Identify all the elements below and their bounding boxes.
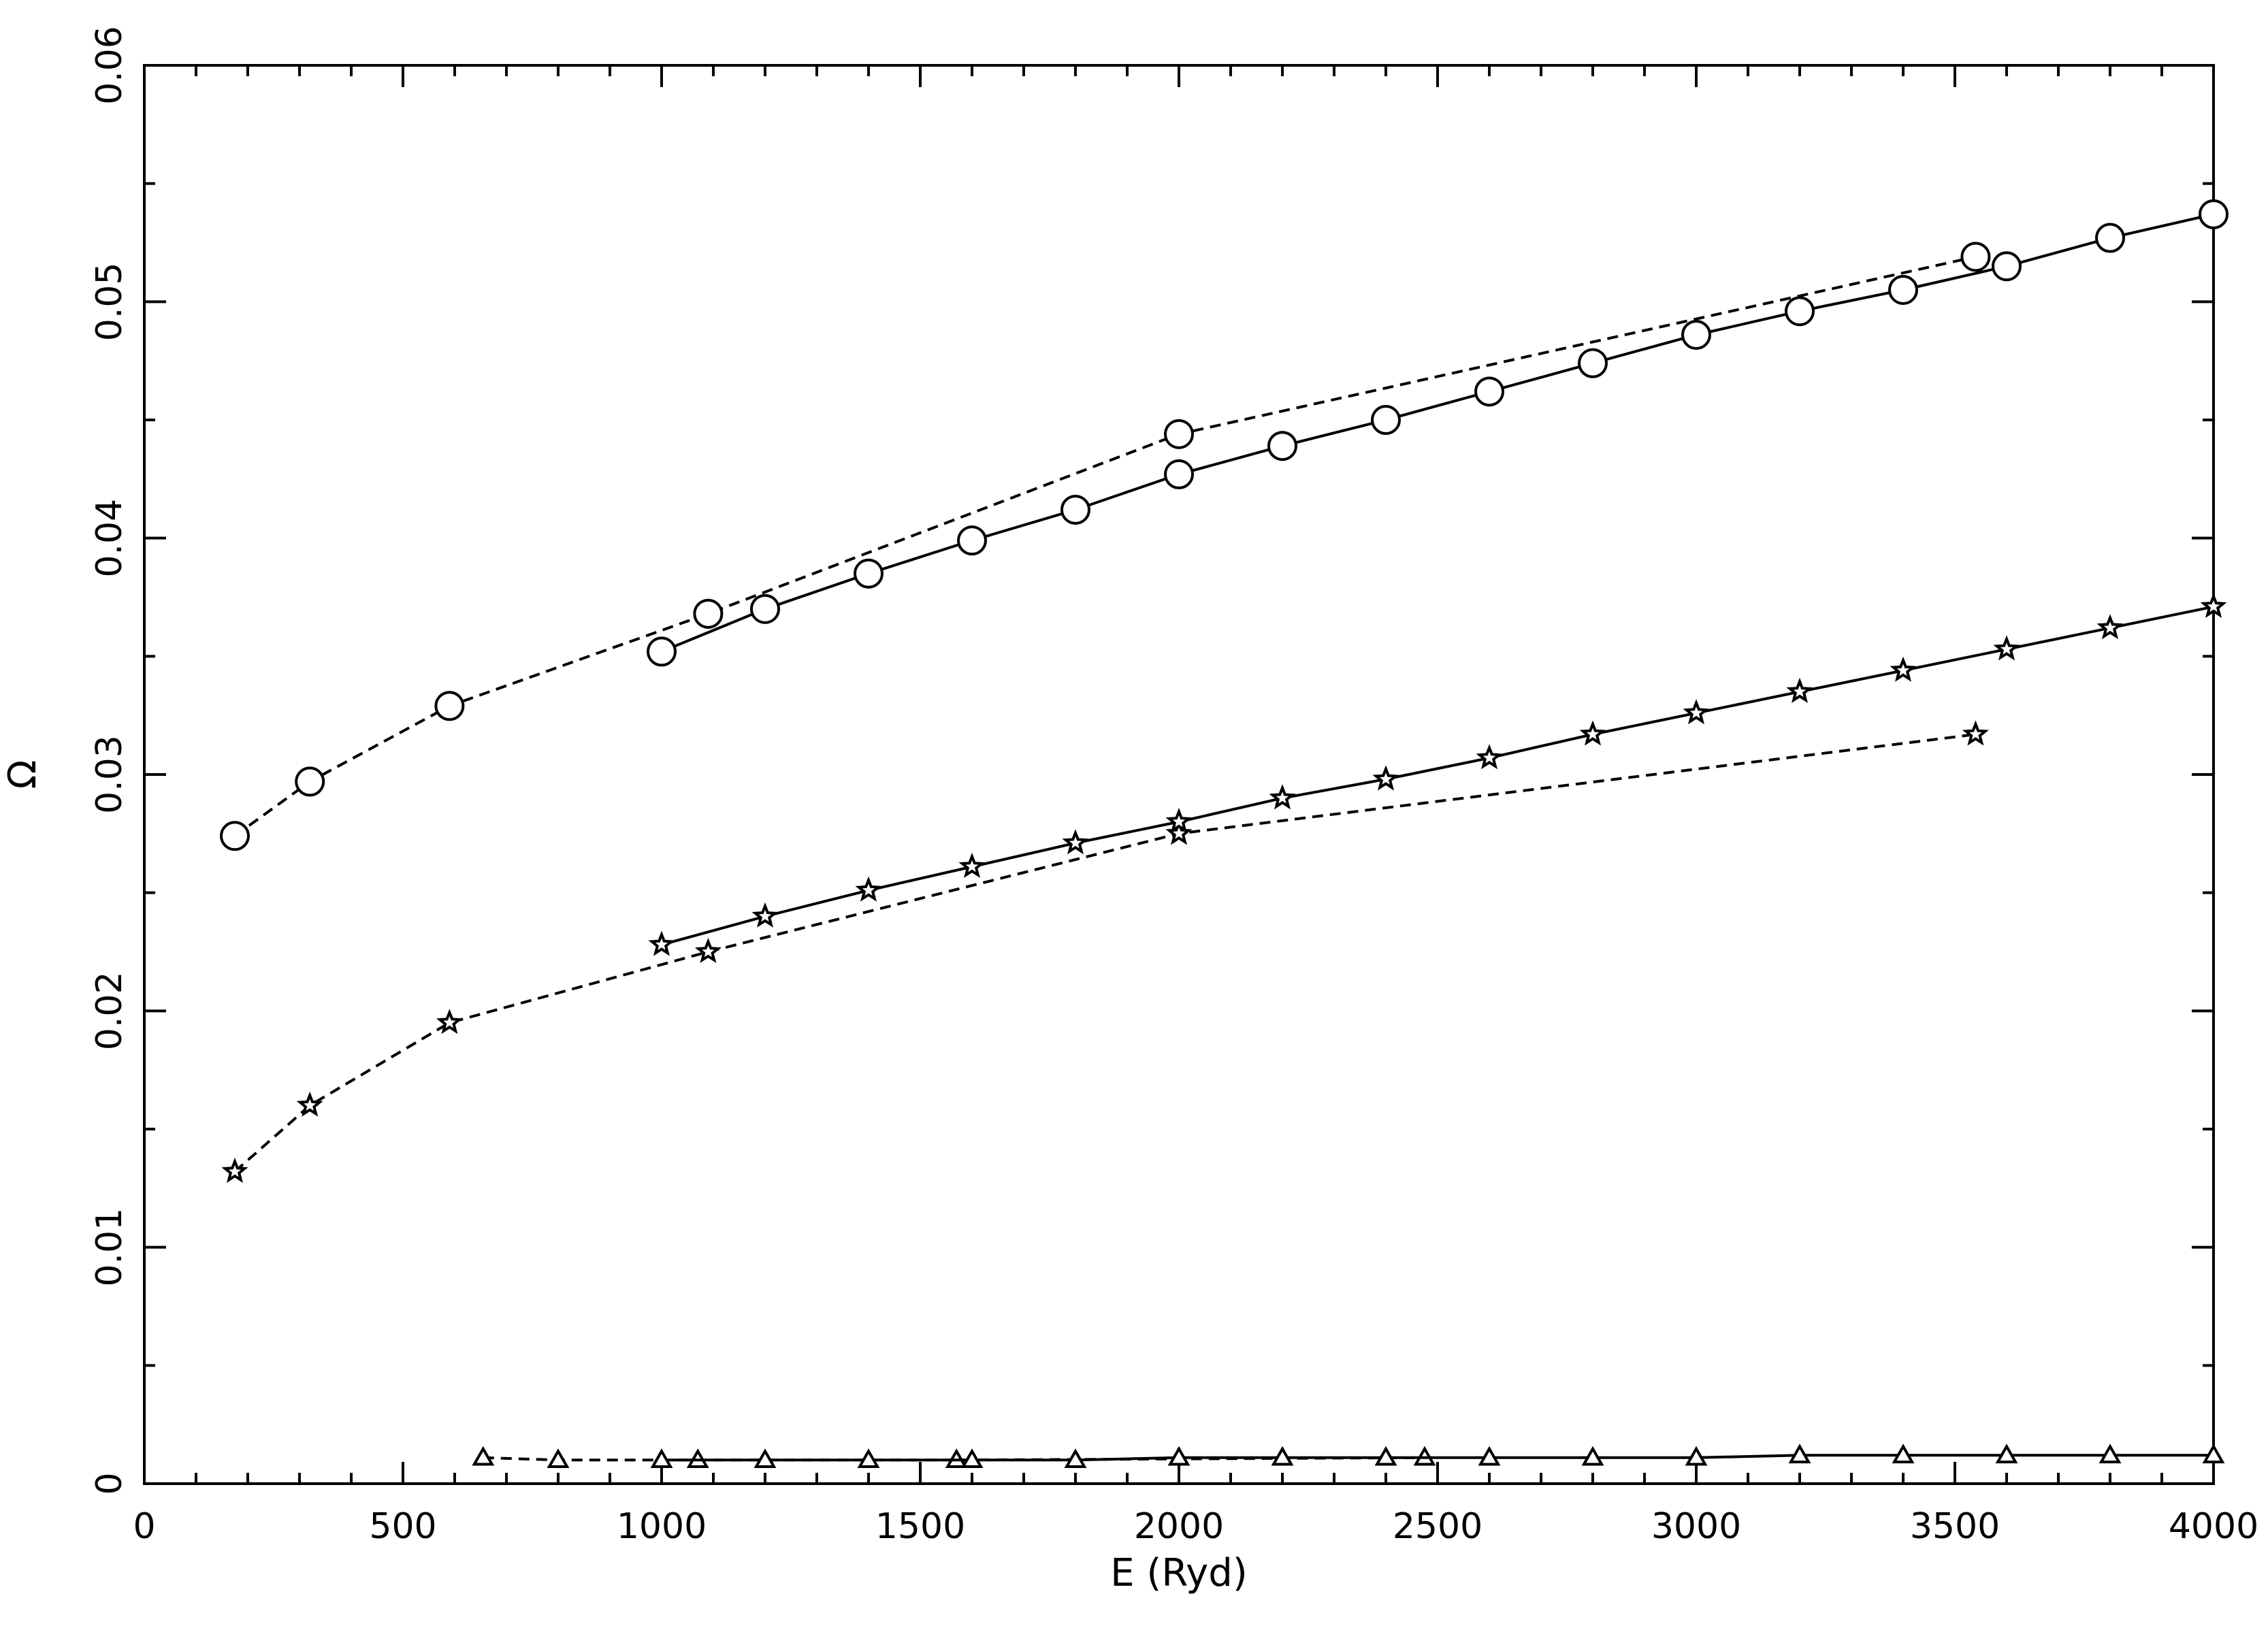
series-layer [220, 199, 2229, 1469]
star-marker [1993, 635, 2020, 661]
circle-marker [1371, 405, 1401, 435]
triangle-marker [2202, 1444, 2225, 1464]
triangle-marker [1167, 1446, 1190, 1466]
star-marker [436, 1009, 463, 1034]
triangle-marker [1788, 1444, 1811, 1464]
series-circle-solid [647, 199, 2229, 667]
triangle-marker [547, 1448, 570, 1469]
circle-marker [693, 598, 724, 629]
series-line [233, 255, 1976, 837]
circle-marker [2095, 223, 2125, 253]
circle-marker [1060, 494, 1090, 525]
x-tick-label: 4000 [2169, 1506, 2258, 1547]
circle-marker [750, 593, 780, 624]
star-marker [751, 902, 779, 928]
star-marker [1372, 765, 1399, 791]
star-marker [1476, 744, 1503, 770]
x-tick-label: 1000 [617, 1506, 707, 1547]
star-marker [1062, 829, 1089, 855]
series-triangle-solid [650, 1444, 2225, 1469]
circle-marker [1474, 376, 1504, 407]
x-tick-label: 3500 [1910, 1506, 2000, 1547]
circle-marker [1992, 251, 2022, 282]
series-line [661, 605, 2214, 947]
star-marker [2200, 592, 2227, 618]
triangle-marker [650, 1448, 673, 1469]
x-tick-label: 0 [133, 1506, 155, 1547]
star-marker [958, 853, 986, 879]
star-marker [1962, 720, 1989, 746]
x-tick-label: 3000 [1651, 1506, 1741, 1547]
circle-marker [1578, 348, 1608, 378]
triangle-marker [960, 1448, 984, 1469]
star-marker [221, 1157, 248, 1184]
star-marker [648, 930, 675, 956]
series-line [233, 733, 1976, 1173]
star-marker [296, 1091, 323, 1117]
x-axis-title: E (Ryd) [1110, 1551, 1247, 1595]
x-tick-label: 1500 [875, 1506, 965, 1547]
circle-marker [434, 691, 465, 721]
x-tick-label: 2000 [1134, 1506, 1224, 1547]
star-marker [1683, 699, 1710, 725]
star-marker [1165, 808, 1193, 834]
x-tick-label: 500 [369, 1506, 436, 1547]
circle-marker [1267, 431, 1297, 461]
y-tick-label: 0.05 [89, 262, 130, 341]
triangle-marker [1581, 1446, 1604, 1466]
star-marker [694, 938, 722, 964]
axis-ticks [143, 64, 2215, 1485]
circle-marker [1164, 419, 1194, 449]
circle-marker [1888, 274, 1918, 305]
triangle-marker [1892, 1444, 1915, 1464]
star-marker [2096, 614, 2124, 640]
triangle-marker [1685, 1446, 1708, 1466]
circle-marker [1785, 296, 1815, 327]
y-axis-title: Ω [1, 760, 45, 789]
triangle-marker [2099, 1444, 2122, 1464]
star-marker [1786, 677, 1813, 704]
y-tick-label: 0 [89, 1472, 130, 1495]
triangle-marker [1478, 1446, 1501, 1466]
star-marker [855, 876, 882, 902]
series-line [662, 1454, 2214, 1462]
x-tick-label: 2500 [1393, 1506, 1483, 1547]
series-star-dashed [221, 720, 1989, 1184]
circle-marker [1960, 242, 1991, 272]
circle-marker [2199, 199, 2229, 229]
triangle-marker [1064, 1448, 1087, 1469]
circle-marker [1681, 319, 1711, 350]
star-marker [1890, 656, 1917, 682]
circle-marker [295, 766, 325, 797]
series-line [661, 212, 2214, 653]
y-tick-label: 0.06 [89, 26, 130, 105]
triangle-marker [472, 1446, 495, 1466]
circle-marker [220, 821, 250, 851]
triangle-marker [1995, 1444, 2018, 1464]
triangle-marker [1271, 1446, 1294, 1466]
triangle-marker [1374, 1446, 1397, 1466]
triangle-marker [754, 1448, 777, 1469]
star-marker [1579, 720, 1606, 746]
series-star-solid [648, 592, 2227, 956]
circle-marker [647, 636, 677, 667]
y-tick-label: 0.01 [89, 1208, 130, 1287]
triangle-marker [857, 1448, 880, 1469]
x-tick-labels: 0 500 1000 1500 2000 2500 3000 3500 4000 [133, 1506, 2258, 1547]
y-tick-labels: 0 0.01 0.02 0.03 0.04 0.05 0.06 [89, 26, 130, 1495]
y-tick-label: 0.03 [89, 735, 130, 814]
y-tick-label: 0.02 [89, 971, 130, 1050]
circle-marker [1164, 459, 1194, 489]
series-circle-dashed [220, 242, 1991, 851]
circle-marker [854, 558, 884, 589]
star-marker [1269, 784, 1296, 810]
y-tick-label: 0.04 [89, 499, 130, 578]
circle-marker [957, 525, 987, 556]
